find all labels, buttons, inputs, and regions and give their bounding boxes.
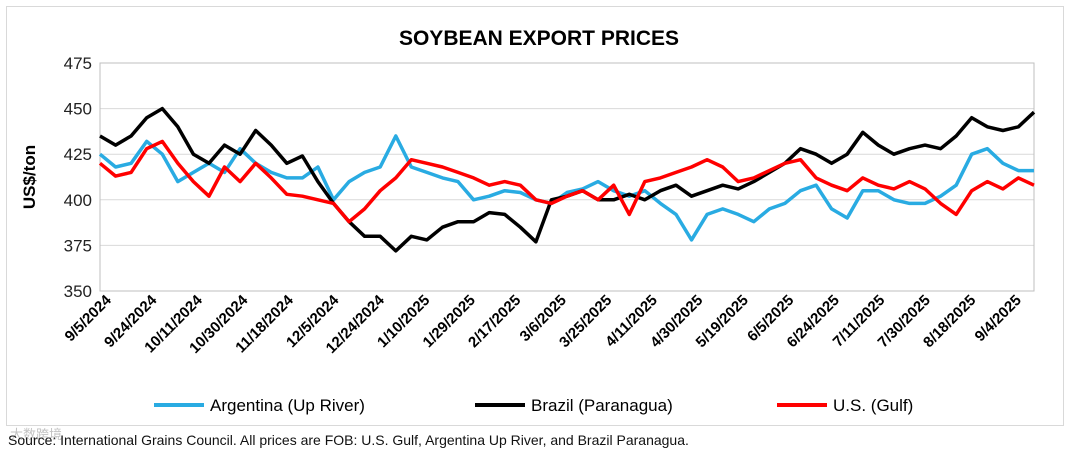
series-line-us	[98, 139, 1035, 224]
y-tick-label: 450	[64, 100, 92, 119]
legend-label: U.S. (Gulf)	[833, 396, 913, 415]
y-tick-label: 375	[64, 236, 92, 255]
x-tick-label: 9/4/2025	[972, 292, 1025, 345]
y-tick-label: 350	[64, 282, 92, 301]
y-tick-label: 400	[64, 191, 92, 210]
y-tick-label: 425	[64, 145, 92, 164]
y-tick-label: 475	[64, 54, 92, 73]
plot-area	[99, 62, 1035, 292]
legend-label: Argentina (Up River)	[210, 396, 365, 415]
y-axis-label: US$/ton	[20, 145, 39, 209]
chart-panel: SOYBEAN EXPORT PRICES US$/ton 350 375 400 425…	[6, 6, 1064, 426]
legend-label: Brazil (Paranagua)	[531, 396, 673, 415]
watermark-text: 大数跨境	[10, 428, 63, 443]
chart-title: SOYBEAN EXPORT PRICES	[399, 27, 679, 50]
soybean-price-chart: SOYBEAN EXPORT PRICES US$/ton 350 375 400 425…	[20, 27, 1036, 415]
source-note: Source: International Grains Council. Al…	[8, 432, 689, 448]
